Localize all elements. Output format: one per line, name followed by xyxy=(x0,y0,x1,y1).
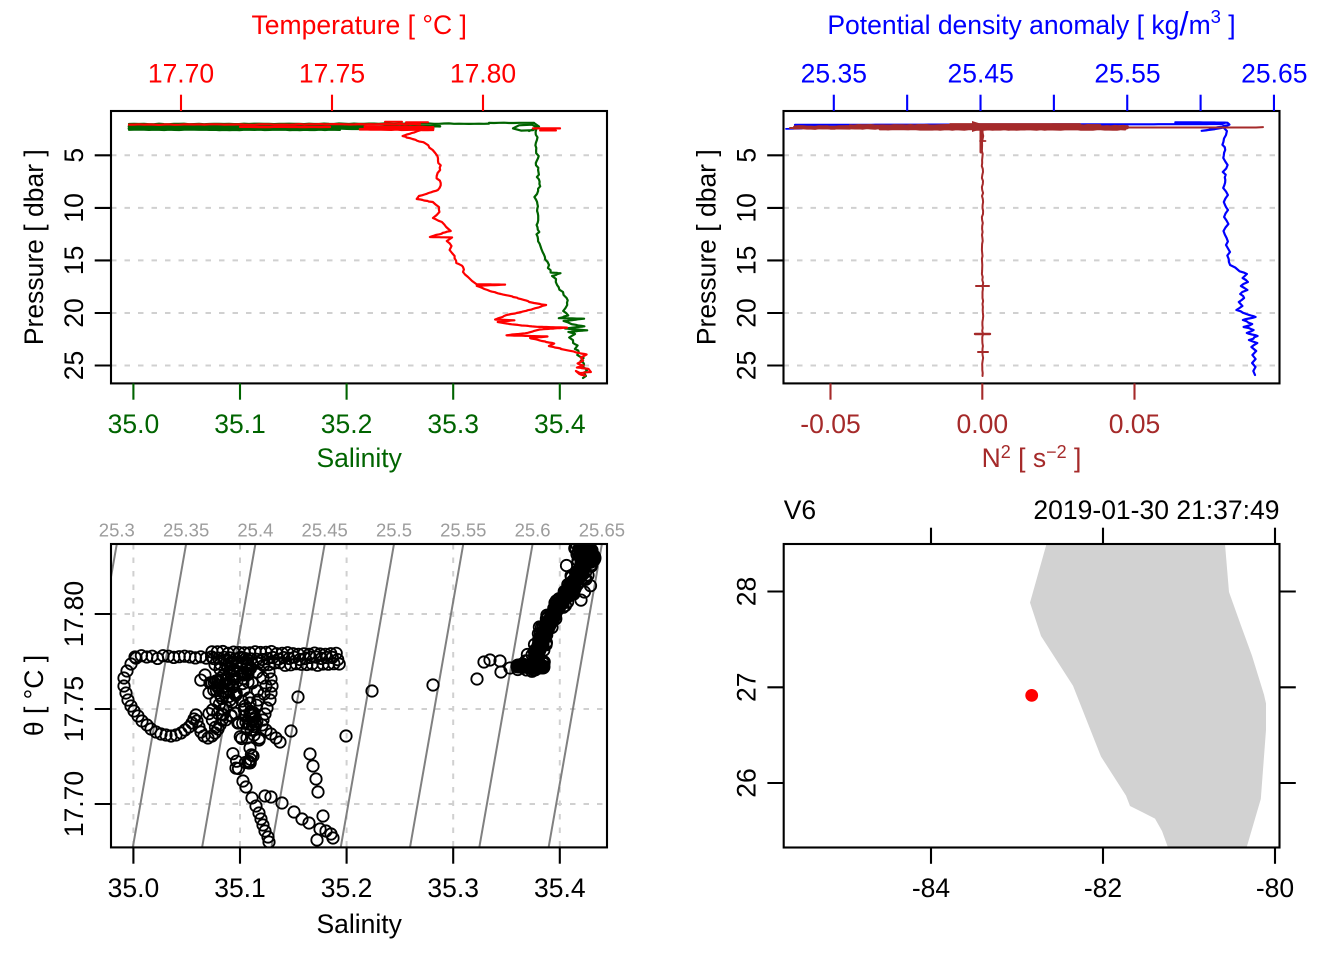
svg-text:17.75: 17.75 xyxy=(59,676,89,742)
svg-text:25.55: 25.55 xyxy=(1094,59,1160,89)
svg-text:17.75: 17.75 xyxy=(299,59,365,89)
svg-text:θ [ °C ]: θ [ °C ] xyxy=(19,655,49,736)
svg-text:25.45: 25.45 xyxy=(302,519,348,540)
svg-text:35.0: 35.0 xyxy=(108,409,160,439)
svg-text:25.4: 25.4 xyxy=(237,519,273,540)
svg-text:Pressure [ dbar ]: Pressure [ dbar ] xyxy=(692,149,722,345)
svg-text:17.70: 17.70 xyxy=(148,59,214,89)
svg-text:Temperature [ °C ]: Temperature [ °C ] xyxy=(252,10,467,40)
svg-text:5: 5 xyxy=(732,148,762,163)
svg-text:35.4: 35.4 xyxy=(534,409,586,439)
svg-text:15: 15 xyxy=(732,246,762,275)
svg-text:10: 10 xyxy=(732,193,762,222)
svg-text:35.2: 35.2 xyxy=(321,873,373,903)
svg-text:2019-01-30 21:37:49: 2019-01-30 21:37:49 xyxy=(1033,495,1279,525)
svg-text:35.1: 35.1 xyxy=(214,873,266,903)
svg-text:25.35: 25.35 xyxy=(801,59,867,89)
svg-text:35.1: 35.1 xyxy=(214,409,266,439)
svg-text:17.80: 17.80 xyxy=(450,59,516,89)
svg-text:35.2: 35.2 xyxy=(321,409,373,439)
svg-text:35.0: 35.0 xyxy=(108,873,160,903)
svg-text:-84: -84 xyxy=(912,873,950,903)
svg-text:0.00: 0.00 xyxy=(957,409,1009,439)
svg-text:-80: -80 xyxy=(1256,873,1294,903)
svg-text:28: 28 xyxy=(732,577,762,606)
svg-text:17.80: 17.80 xyxy=(59,581,89,647)
svg-text:25.45: 25.45 xyxy=(948,59,1014,89)
svg-text:25.3: 25.3 xyxy=(99,519,135,540)
svg-text:25.65: 25.65 xyxy=(579,519,625,540)
svg-text:Pressure [ dbar ]: Pressure [ dbar ] xyxy=(19,149,49,345)
svg-text:20: 20 xyxy=(59,298,89,327)
svg-text:35.3: 35.3 xyxy=(427,409,479,439)
svg-text:5: 5 xyxy=(59,148,89,163)
svg-text:35.4: 35.4 xyxy=(534,873,586,903)
svg-text:26: 26 xyxy=(732,768,762,797)
svg-text:-82: -82 xyxy=(1084,873,1122,903)
svg-text:25.65: 25.65 xyxy=(1241,59,1307,89)
svg-text:25: 25 xyxy=(732,351,762,380)
svg-text:27: 27 xyxy=(732,673,762,702)
svg-text:N2 [ s−2 ]: N2 [ s−2 ] xyxy=(982,442,1082,473)
svg-text:V6: V6 xyxy=(784,495,816,525)
svg-text:15: 15 xyxy=(59,246,89,275)
svg-text:10: 10 xyxy=(59,193,89,222)
svg-text:20: 20 xyxy=(732,298,762,327)
svg-text:Salinity: Salinity xyxy=(316,443,402,473)
svg-text:-0.05: -0.05 xyxy=(800,409,860,439)
svg-text:25: 25 xyxy=(59,351,89,380)
svg-text:35.3: 35.3 xyxy=(427,873,479,903)
svg-text:17.70: 17.70 xyxy=(59,771,89,837)
svg-text:25.35: 25.35 xyxy=(163,519,209,540)
svg-text:Salinity: Salinity xyxy=(316,909,402,939)
svg-text:25.6: 25.6 xyxy=(515,519,551,540)
svg-text:25.5: 25.5 xyxy=(376,519,412,540)
svg-text:25.55: 25.55 xyxy=(440,519,486,540)
svg-text:0.05: 0.05 xyxy=(1109,409,1161,439)
svg-text:Potential density anomaly [ kg: Potential density anomaly [ kg/m3 ] xyxy=(827,5,1235,42)
